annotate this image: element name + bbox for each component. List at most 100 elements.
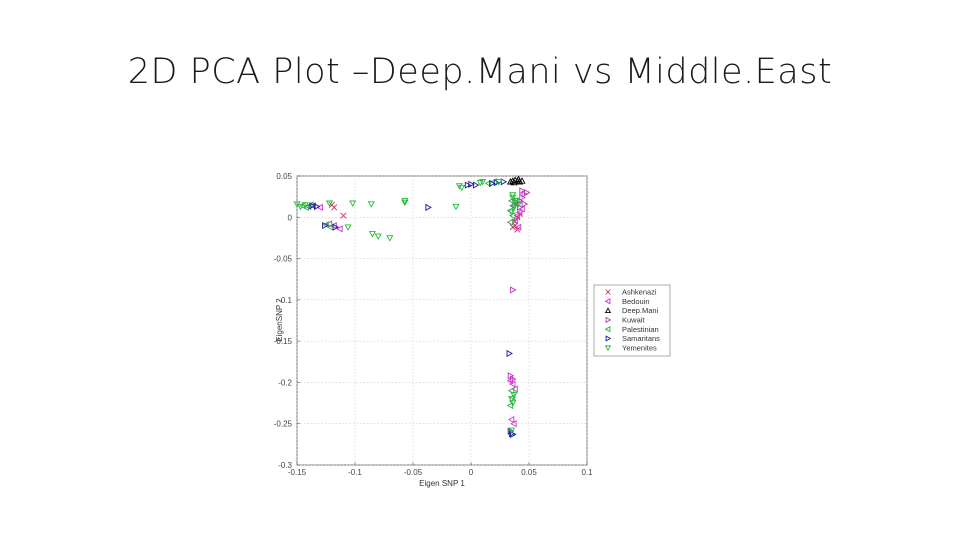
- data-point: [322, 221, 329, 230]
- data-point: [506, 349, 514, 358]
- slide-title: 2D PCA Plot –Deep.Mani vs Middle.East: [127, 52, 833, 92]
- legend-box: [593, 284, 671, 357]
- data-point: [509, 194, 517, 202]
- legend-marker: [605, 335, 612, 342]
- data-point: [336, 225, 343, 233]
- data-point: [386, 235, 394, 242]
- data-point: [401, 198, 409, 205]
- y-tick-label: -0.25: [274, 420, 293, 429]
- data-point: [495, 179, 503, 186]
- data-point: [500, 178, 508, 186]
- y-tick-label: -0.2: [278, 378, 292, 387]
- y-axis-label: EigenSNP 2: [275, 298, 284, 342]
- data-point: [510, 375, 517, 383]
- data-point: [340, 212, 347, 219]
- data-point: [510, 392, 518, 399]
- data-point: [301, 202, 309, 209]
- data-point: [514, 175, 523, 182]
- plot-area: [296, 175, 588, 466]
- legend-marker: [604, 345, 612, 352]
- data-point: [510, 430, 517, 439]
- data-point: [509, 224, 516, 231]
- data-point: [509, 380, 516, 388]
- data-point: [512, 198, 520, 205]
- x-tick-label: 0: [469, 468, 474, 477]
- scatter-points: [293, 175, 531, 439]
- y-tick-label: -0.3: [278, 461, 292, 470]
- x-tick-label: 0.1: [581, 468, 593, 477]
- legend-label: Samaritans: [622, 334, 660, 343]
- legend-item: Yemenites: [604, 343, 657, 352]
- data-point: [479, 179, 487, 186]
- data-point: [510, 204, 518, 212]
- data-point: [510, 286, 517, 294]
- data-point: [484, 179, 492, 187]
- data-point: [331, 204, 338, 211]
- data-point: [509, 400, 517, 407]
- data-point: [519, 187, 526, 195]
- data-point: [510, 420, 517, 428]
- data-point: [455, 183, 463, 190]
- data-point: [523, 188, 531, 197]
- data-point: [325, 220, 333, 228]
- legend-item: Samaritans: [605, 334, 660, 343]
- data-point: [508, 427, 516, 435]
- legend-item: Deep.Mani: [604, 306, 659, 315]
- legend-marker: [604, 326, 611, 333]
- legend-item: Kuwait: [605, 316, 645, 325]
- data-point: [508, 396, 516, 403]
- data-point: [464, 181, 472, 189]
- data-point: [510, 178, 518, 186]
- y-tick-label: -0.1: [278, 296, 292, 305]
- data-point: [511, 385, 518, 393]
- data-point: [507, 197, 515, 205]
- data-point: [374, 233, 382, 241]
- y-tick-label: -0.05: [274, 255, 293, 264]
- legend-marker: [605, 289, 611, 295]
- data-point: [514, 201, 523, 208]
- y-tick-label: 0.05: [276, 172, 292, 181]
- legend: AshkenaziBedouinDeep.ManiKuwaitPalestini…: [593, 284, 671, 357]
- data-point: [468, 180, 475, 188]
- legend-label: Kuwait: [622, 316, 645, 325]
- data-point: [425, 203, 432, 211]
- data-point: [517, 203, 524, 211]
- data-point: [513, 212, 521, 220]
- data-point: [509, 192, 517, 199]
- data-point: [508, 209, 516, 217]
- y-axis-ticks: -0.3 -0.25 -0.2 -0.15 -0.1 -0.05 0 0.05: [274, 172, 300, 470]
- x-tick-label: 0.05: [521, 468, 537, 477]
- data-point: [367, 201, 375, 208]
- legend-label: Yemenites: [622, 343, 657, 352]
- y-tick-label: 0: [288, 213, 293, 222]
- legend-label: Bedouin: [622, 297, 650, 306]
- data-point: [515, 208, 523, 216]
- data-point: [514, 226, 521, 233]
- data-point: [506, 218, 514, 226]
- series-samaritans: [309, 178, 517, 439]
- data-point: [489, 179, 496, 187]
- legend-item: Bedouin: [604, 297, 650, 306]
- data-point: [368, 231, 376, 238]
- data-point: [332, 223, 340, 231]
- data-point: [511, 217, 518, 225]
- y-tick-label: -0.15: [274, 337, 293, 346]
- data-point: [296, 203, 305, 211]
- x-tick-label: -0.1: [348, 468, 362, 477]
- legend-label: Deep.Mani: [622, 306, 659, 315]
- data-point: [330, 221, 337, 230]
- data-point: [458, 184, 466, 192]
- data-point: [472, 181, 480, 189]
- data-point: [401, 199, 409, 207]
- data-point: [452, 203, 460, 211]
- data-point: [314, 202, 321, 211]
- legend-item: Ashkenazi: [605, 288, 657, 297]
- legend-marker: [604, 307, 612, 313]
- legend-marker: [604, 298, 611, 305]
- data-point: [521, 200, 529, 208]
- legend-item: Palestinian: [604, 325, 659, 334]
- legend-label: Ashkenazi: [622, 288, 657, 297]
- x-tick-label: -0.15: [288, 468, 307, 477]
